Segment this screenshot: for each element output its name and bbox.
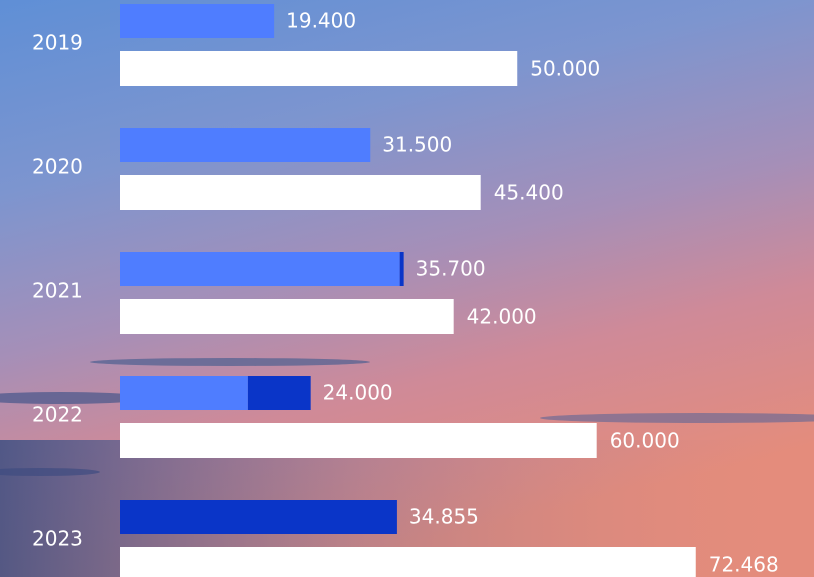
value-label: 24.000 [323,381,393,405]
value-label: 34.855 [409,505,479,529]
value-label: 60.000 [610,429,680,453]
bar-segment [248,376,311,410]
value-label: 45.400 [494,181,564,205]
y-tick-label: 2019 [32,31,83,55]
y-tick-label: 2021 [32,279,83,303]
y-tick-label: 2023 [32,527,83,551]
bar [120,547,696,577]
bar [120,423,597,458]
bar [120,175,481,210]
value-label: 42.000 [467,305,537,329]
bar-segment [120,128,370,162]
bar [120,299,454,334]
bar-segment [120,376,248,410]
y-tick-label: 2020 [32,155,83,179]
bar-segment [120,252,400,286]
value-label: 72.468 [709,553,779,577]
bar [120,51,517,86]
page: {"chart_data": {"type": "bar", "categori… [0,0,814,577]
y-tick-label: 2022 [32,403,83,427]
value-label: 35.700 [416,257,486,281]
value-label: 50.000 [530,57,600,81]
bar-segment [120,500,397,534]
chart: 2019 19.400 50.000 2020 31.500 45.400 2021 35.7… [0,0,814,577]
bar-segment [120,4,274,38]
value-label: 19.400 [286,9,356,33]
value-label: 31.500 [382,133,452,157]
bar-segment [400,252,404,286]
cloud [90,358,370,366]
